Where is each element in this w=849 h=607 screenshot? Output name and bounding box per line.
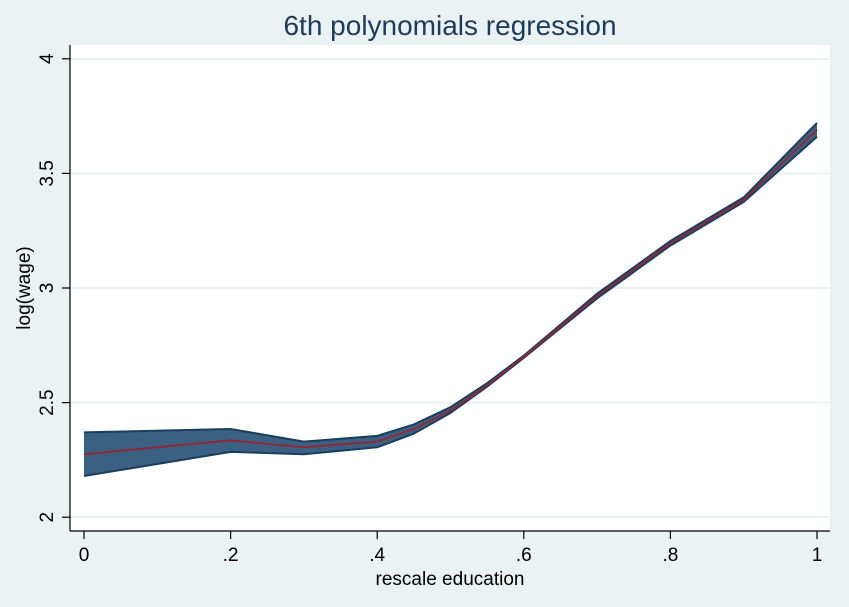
x-tick-label-5: 1 bbox=[812, 545, 823, 566]
band-lower-edge bbox=[83, 135, 818, 477]
grid-lines bbox=[70, 58, 830, 518]
band-upper-edge bbox=[83, 122, 818, 443]
y-tick-label-1: 2.5 bbox=[37, 389, 58, 415]
y-tick-label-2: 3 bbox=[37, 283, 58, 294]
x-tick-label-2: .4 bbox=[369, 545, 385, 566]
chart-marks bbox=[83, 122, 818, 477]
y-axis-ticks: 2 2.5 3 3.5 4 bbox=[37, 53, 70, 523]
x-axis-title: rescale education bbox=[376, 569, 525, 590]
chart-title: 6th polynomials regression bbox=[283, 10, 616, 41]
y-tick-label-3: 3.5 bbox=[37, 160, 58, 186]
x-tick-label-3: .6 bbox=[516, 545, 532, 566]
x-tick-label-0: 0 bbox=[79, 545, 90, 566]
y-tick-label-4: 4 bbox=[37, 53, 58, 64]
x-tick-label-4: .8 bbox=[662, 545, 678, 566]
confidence-band bbox=[84, 122, 817, 477]
x-tick-label-1: .2 bbox=[223, 545, 239, 566]
y-tick-label-0: 2 bbox=[37, 512, 58, 523]
fit-line bbox=[83, 129, 818, 456]
y-axis-title: log(wage) bbox=[14, 246, 35, 329]
x-axis-ticks: 0 .2 .4 .6 .8 1 bbox=[79, 531, 823, 566]
